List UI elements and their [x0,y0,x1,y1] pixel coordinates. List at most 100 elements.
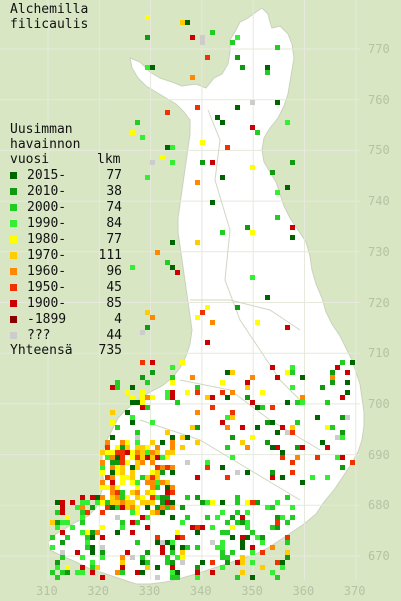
title-species: filicaulis [10,17,89,32]
observation-square [235,520,240,525]
legend-header-2: havainnon [10,137,81,152]
observation-square [210,500,215,505]
observation-square [200,560,205,565]
observation-square [60,570,65,575]
observation-square [85,500,90,505]
legend-item: 1900- 85 [10,295,122,311]
observation-square [120,490,125,495]
legend-item-count: 38 [106,183,122,199]
observation-square [190,375,195,380]
observation-square [95,500,100,505]
observation-square [340,455,345,460]
observation-square [150,450,155,455]
observation-square [120,570,125,575]
legend-swatch [10,267,17,275]
legend-item-count: 77 [106,167,122,183]
observation-square [290,160,295,165]
observation-square [200,160,205,165]
observation-square [240,515,245,520]
legend-item-count: 96 [106,263,122,279]
observation-square [165,560,170,565]
y-axis-label: 710 [368,346,390,361]
observation-square [145,515,150,520]
observation-square [150,160,155,165]
observation-square [165,490,170,495]
observation-square [350,360,355,365]
observation-square [145,565,150,570]
observation-square [230,40,235,45]
y-axis-label: 700 [368,396,390,411]
observation-square [155,465,160,470]
observation-square [130,490,135,495]
observation-square [80,510,85,515]
legend-swatch [10,283,17,291]
legend-item-count: 77 [106,231,122,247]
observation-square [155,510,160,515]
legend-item: -1899 4 [10,311,122,327]
observation-square [110,505,115,510]
observation-square [135,465,140,470]
observation-square [110,470,115,475]
observation-square [90,545,95,550]
observation-square [315,455,320,460]
legend-item-label: 1960- [27,263,67,279]
observation-square [85,540,90,545]
observation-square [185,495,190,500]
observation-square [290,430,295,435]
observation-square [165,395,170,400]
observation-square [150,510,155,515]
observation-square [145,65,150,70]
observation-square [270,475,275,480]
observation-square [140,375,145,380]
observation-square [180,20,185,25]
observation-square [225,395,230,400]
observation-square [130,420,135,425]
observation-square [275,190,280,195]
observation-square [150,480,155,485]
observation-square [130,500,135,505]
observation-square [90,560,95,565]
observation-square [195,240,200,245]
observation-square [240,540,245,545]
observation-square [135,490,140,495]
observation-square [160,495,165,500]
observation-square [265,440,270,445]
map-grid [0,0,360,580]
observation-square [160,550,165,555]
observation-square [245,510,250,515]
observation-square [135,455,140,460]
observation-square [65,565,70,570]
legend-swatch [10,299,17,307]
observation-square [195,385,200,390]
observation-square [110,435,115,440]
observation-square [170,390,175,395]
legend-item-label: 1900- [27,295,67,311]
observation-square [120,500,125,505]
observation-square [130,265,135,270]
observation-square [245,500,250,505]
observation-square [275,500,280,505]
observation-square [55,560,60,565]
observation-square [120,495,125,500]
observation-square [170,490,175,495]
observation-square [335,435,340,440]
observation-square [205,465,210,470]
y-axis-label: 730 [368,244,390,259]
observation-square [290,225,295,230]
observation-square [145,500,150,505]
observation-square [265,420,270,425]
observation-square [135,485,140,490]
observation-square [115,460,120,465]
x-axis-label: 350 [241,584,263,598]
observation-square [150,460,155,465]
observation-square [165,145,170,150]
observation-square [295,420,300,425]
observation-square [115,505,120,510]
observation-square [330,425,335,430]
observation-square [140,400,145,405]
observation-square [90,570,95,575]
observation-square [115,495,120,500]
observation-square [315,415,320,420]
observation-square [70,500,75,505]
observation-square [165,390,170,395]
